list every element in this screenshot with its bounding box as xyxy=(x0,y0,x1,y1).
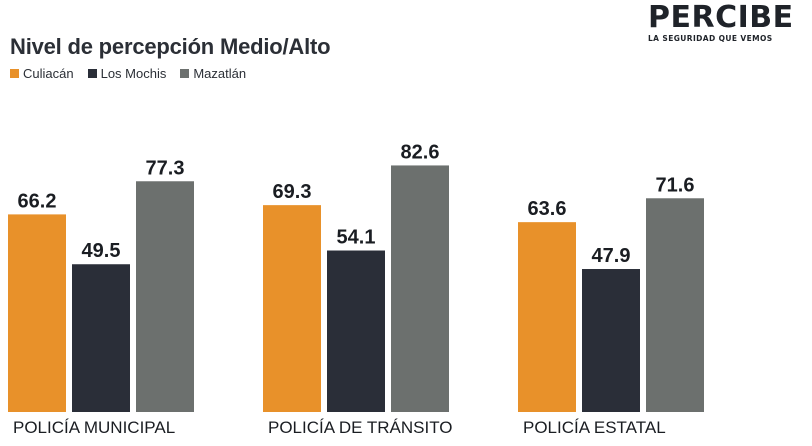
logo-tagline: LA SEGURIDAD QUE VEMOS xyxy=(648,34,773,43)
category-label-policia-municipal: POLICÍA MUNICIPAL xyxy=(13,418,175,437)
legend-swatch xyxy=(180,69,190,78)
data-label-culiacan-policia-estatal: 63.6 xyxy=(528,198,567,220)
data-label-culiacan-policia-de-transito: 69.3 xyxy=(273,181,312,203)
percibe-logo: PERCIBE LA SEGURIDAD QUE VEMOS xyxy=(648,2,808,46)
data-label-mazatlan-policia-municipal: 77.3 xyxy=(146,157,185,179)
bar-mazatlan-policia-estatal xyxy=(646,198,704,412)
bar-culiacan-policia-municipal xyxy=(8,214,66,412)
legend-label: Los Mochis xyxy=(100,66,167,81)
legend-item-culiacan: Culiacán xyxy=(10,66,74,81)
legend-label: Mazatlán xyxy=(193,66,247,81)
legend-swatch xyxy=(10,69,19,78)
legend: Culiacán Los Mochis Mazatlán xyxy=(10,66,246,81)
bar-los-mochis-policia-estatal xyxy=(582,269,640,412)
data-label-culiacan-policia-municipal: 66.2 xyxy=(18,190,57,212)
chart-title: Nivel de percepción Medio/Alto xyxy=(10,34,331,59)
legend-swatch xyxy=(87,69,97,78)
data-label-los-mochis-policia-municipal: 49.5 xyxy=(82,240,121,262)
bar-culiacan-policia-de-transito xyxy=(263,205,321,412)
bar-los-mochis-policia-municipal xyxy=(72,264,130,412)
data-label-mazatlan-policia-estatal: 71.6 xyxy=(656,174,695,196)
bar-mazatlan-policia-de-transito xyxy=(391,165,449,412)
bar-mazatlan-policia-municipal xyxy=(136,181,194,412)
bar-los-mochis-policia-de-transito xyxy=(327,250,385,412)
data-label-los-mochis-policia-estatal: 47.9 xyxy=(592,245,631,267)
bar-culiacan-policia-estatal xyxy=(518,222,576,412)
legend-label: Culiacán xyxy=(23,66,74,81)
category-label-policia-estatal: POLICÍA ESTATAL xyxy=(523,418,666,437)
legend-item-los-mochis: Los Mochis xyxy=(87,66,167,81)
data-label-mazatlan-policia-de-transito: 82.6 xyxy=(401,141,440,163)
legend-item-mazatlan: Mazatlán xyxy=(180,66,246,81)
logo-wordmark: PERCIBE xyxy=(648,0,794,35)
category-label-policia-de-transito: POLICÍA DE TRÁNSITO xyxy=(268,418,453,437)
data-label-los-mochis-policia-de-transito: 54.1 xyxy=(337,227,376,249)
